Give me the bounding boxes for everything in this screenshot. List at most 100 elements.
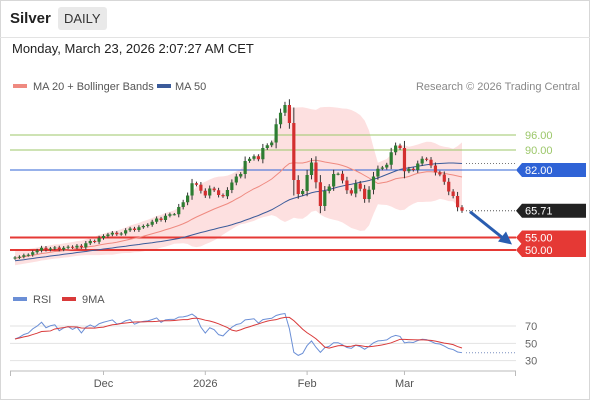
rsi-tick-label: 50 (525, 338, 537, 350)
rsi-line (14, 312, 463, 356)
candle-body (256, 156, 261, 160)
candle-body (349, 190, 353, 194)
level-tag-label: 90.00 (525, 145, 553, 157)
level-tag-label: 55.00 (525, 233, 553, 245)
candle (442, 171, 446, 185)
candle-body (57, 247, 61, 250)
candle-body (278, 112, 283, 125)
candle (380, 165, 384, 171)
candle-body (155, 218, 159, 222)
level-tag-box (516, 163, 586, 177)
candle-body (438, 172, 442, 175)
candle-body (35, 250, 39, 253)
candle (398, 143, 402, 150)
candle (119, 232, 123, 236)
candle-body (106, 234, 110, 236)
forecast-arrow-head (498, 231, 512, 245)
candle-body (88, 241, 92, 244)
moving-averages (14, 159, 463, 262)
candle (190, 178, 194, 200)
candle (199, 182, 203, 194)
candle (292, 107, 296, 196)
candle (155, 216, 159, 224)
candle-body (137, 227, 141, 230)
rsi-legend-swatch (13, 297, 27, 301)
candle (345, 176, 349, 194)
candle-body (424, 158, 429, 160)
candle-body (371, 176, 376, 190)
candle (376, 165, 380, 180)
candle (177, 203, 181, 218)
candle (93, 239, 97, 244)
candle-body (332, 174, 336, 187)
instrument-title: Silver (10, 10, 51, 27)
level-tag-82.00: 82.00 (516, 163, 586, 177)
candle (252, 154, 256, 161)
candle-body (221, 195, 225, 197)
candle-body (354, 183, 358, 194)
candle (234, 173, 238, 186)
candle (106, 232, 110, 238)
candle-body (411, 168, 415, 170)
candle-body (186, 195, 190, 203)
candle (358, 180, 362, 192)
legend: MA 20 + Bollinger Bands MA 50 Research ©… (13, 81, 580, 93)
candle (363, 184, 367, 203)
candle-body (75, 245, 79, 248)
candle-body (84, 243, 88, 248)
x-axis-label: Dec (94, 378, 114, 390)
candle-body (239, 174, 243, 177)
candle (402, 140, 407, 179)
candle-body (292, 123, 296, 180)
candle (110, 231, 114, 237)
candle-body (93, 241, 97, 242)
rsi-tick-label: 70 (525, 321, 537, 333)
candle-body (212, 188, 216, 191)
candle (340, 170, 345, 184)
candle-body (243, 161, 247, 174)
interval-button[interactable]: DAILY (58, 7, 107, 30)
candle (455, 191, 460, 212)
candle (283, 101, 287, 116)
candle-body (447, 181, 451, 192)
level-tag-label: 96.00 (525, 130, 553, 142)
candle (194, 181, 199, 187)
candle-body (270, 142, 274, 146)
candle-body (398, 145, 402, 148)
candle (79, 244, 83, 249)
level-tag-label: 50.00 (525, 245, 553, 257)
candle-body (407, 168, 411, 172)
candle (447, 178, 451, 196)
candle (66, 245, 70, 250)
candle-body (172, 214, 176, 216)
level-tag-90.00: 90.00 (525, 145, 553, 157)
candle (318, 175, 322, 214)
candle (296, 175, 300, 199)
candle (216, 187, 221, 198)
x-axis-label: 2026 (193, 378, 217, 390)
candle-body (150, 221, 154, 225)
ma20-legend-label: MA 20 + Bollinger Bands (33, 81, 154, 93)
candle-body (234, 176, 238, 183)
level-tag-box (516, 203, 586, 218)
candle (332, 169, 336, 191)
candle-body (141, 226, 145, 228)
candle-body (115, 232, 119, 235)
candle (309, 158, 314, 180)
ma20-legend-swatch (13, 84, 27, 88)
candle (39, 245, 44, 253)
candle (115, 231, 119, 236)
level-tag-65.71: 65.71 (516, 203, 586, 218)
level-tag-label: 82.00 (525, 165, 553, 177)
candle (256, 154, 261, 162)
candle (424, 157, 429, 162)
forecast-arrow (469, 210, 512, 245)
candle-body (274, 124, 278, 143)
candle-body (265, 145, 269, 148)
candle-body (420, 158, 424, 164)
candle-body (336, 173, 340, 175)
candle-body (44, 247, 48, 250)
candle (124, 228, 128, 236)
rsi-panel: 70 50 30 (10, 312, 537, 368)
